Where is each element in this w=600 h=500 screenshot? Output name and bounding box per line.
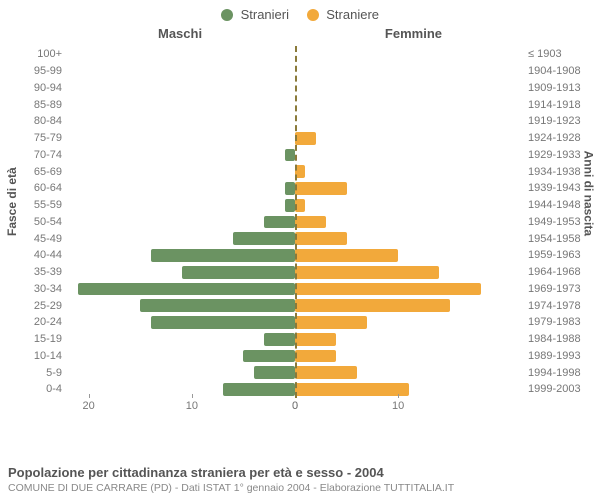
age-label: 75-79 xyxy=(8,132,62,144)
bar-male xyxy=(233,232,295,245)
bar-female xyxy=(295,333,336,346)
age-label: 25-29 xyxy=(8,300,62,312)
bar-male xyxy=(264,333,295,346)
bar-male xyxy=(182,266,296,279)
footer-title: Popolazione per cittadinanza straniera p… xyxy=(8,465,592,480)
x-axis-left: 20100 xyxy=(68,400,295,426)
age-label: 30-34 xyxy=(8,283,62,295)
bar-female xyxy=(295,283,481,296)
age-label: 65-69 xyxy=(8,166,62,178)
bar-female xyxy=(295,316,367,329)
birth-year-label: 1964-1968 xyxy=(528,266,592,278)
bar-female xyxy=(295,216,326,229)
bar-female xyxy=(295,366,357,379)
bar-female xyxy=(295,182,347,195)
birth-year-label: 1929-1933 xyxy=(528,149,592,161)
birth-year-label: 1999-2003 xyxy=(528,383,592,395)
chart-container: Stranieri Straniere Maschi Femmine Fasce… xyxy=(0,0,600,500)
bar-female xyxy=(295,266,439,279)
x-axis: 20 10 0 010 xyxy=(68,400,522,426)
bar-male xyxy=(223,383,295,396)
birth-year-label: 1939-1943 xyxy=(528,182,592,194)
birth-year-label: 1954-1958 xyxy=(528,233,592,245)
header-male: Maschi xyxy=(158,26,202,41)
bar-female xyxy=(295,249,398,262)
age-label: 5-9 xyxy=(8,367,62,379)
birth-year-label: ≤ 1903 xyxy=(528,48,592,60)
legend: Stranieri Straniere xyxy=(8,6,592,22)
age-label: 40-44 xyxy=(8,249,62,261)
age-label: 55-59 xyxy=(8,199,62,211)
bar-male xyxy=(254,366,295,379)
footer-subtitle: COMUNE DI DUE CARRARE (PD) - Dati ISTAT … xyxy=(8,482,592,494)
age-label: 100+ xyxy=(8,48,62,60)
bar-female xyxy=(295,232,347,245)
age-label: 0-4 xyxy=(8,383,62,395)
header-female: Femmine xyxy=(385,26,442,41)
age-label: 95-99 xyxy=(8,65,62,77)
age-label: 60-64 xyxy=(8,182,62,194)
x-tick: 0 xyxy=(275,400,315,412)
bar-male xyxy=(140,299,295,312)
legend-label-female: Straniere xyxy=(326,7,379,22)
column-headers: Maschi Femmine xyxy=(8,26,592,44)
bar-female xyxy=(295,132,316,145)
x-tick: 10 xyxy=(172,400,212,412)
x-axis-right: 010 xyxy=(295,400,522,426)
bar-male xyxy=(285,149,295,162)
birth-year-label: 1969-1973 xyxy=(528,283,592,295)
birth-year-label: 1919-1923 xyxy=(528,115,592,127)
legend-label-male: Stranieri xyxy=(241,7,289,22)
birth-year-label: 1959-1963 xyxy=(528,249,592,261)
age-label: 50-54 xyxy=(8,216,62,228)
age-label: 85-89 xyxy=(8,99,62,111)
age-label: 90-94 xyxy=(8,82,62,94)
birth-year-label: 1944-1948 xyxy=(528,199,592,211)
bar-male xyxy=(78,283,295,296)
bar-male xyxy=(243,350,295,363)
age-label: 10-14 xyxy=(8,350,62,362)
age-label: 20-24 xyxy=(8,316,62,328)
age-label: 45-49 xyxy=(8,233,62,245)
birth-year-label: 1904-1908 xyxy=(528,65,592,77)
birth-year-label: 1909-1913 xyxy=(528,82,592,94)
age-label: 80-84 xyxy=(8,115,62,127)
legend-swatch-male xyxy=(221,9,233,21)
bar-female xyxy=(295,299,450,312)
center-divider xyxy=(295,46,297,398)
birth-year-label: 1949-1953 xyxy=(528,216,592,228)
chart-footer: Popolazione per cittadinanza straniera p… xyxy=(8,465,592,494)
x-tick: 10 xyxy=(378,400,418,412)
birth-year-label: 1974-1978 xyxy=(528,300,592,312)
birth-year-label: 1984-1988 xyxy=(528,333,592,345)
bar-male xyxy=(285,182,295,195)
birth-year-label: 1989-1993 xyxy=(528,350,592,362)
age-label: 15-19 xyxy=(8,333,62,345)
age-label: 70-74 xyxy=(8,149,62,161)
age-label: 35-39 xyxy=(8,266,62,278)
bar-female xyxy=(295,383,409,396)
bar-male xyxy=(264,216,295,229)
bar-female xyxy=(295,350,336,363)
bar-male xyxy=(151,316,295,329)
bar-male xyxy=(151,249,295,262)
x-tick: 20 xyxy=(69,400,109,412)
birth-year-label: 1979-1983 xyxy=(528,316,592,328)
legend-swatch-female xyxy=(307,9,319,21)
birth-year-label: 1914-1918 xyxy=(528,99,592,111)
bar-male xyxy=(285,199,295,212)
pyramid-chart: Fasce di età Anni di nascita 100+≤ 19039… xyxy=(8,46,592,426)
birth-year-label: 1934-1938 xyxy=(528,166,592,178)
birth-year-label: 1994-1998 xyxy=(528,367,592,379)
birth-year-label: 1924-1928 xyxy=(528,132,592,144)
